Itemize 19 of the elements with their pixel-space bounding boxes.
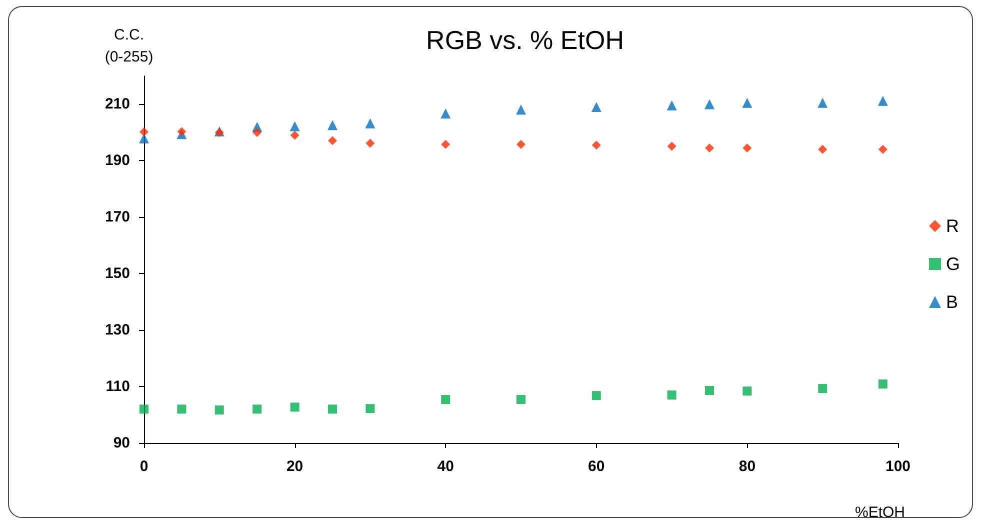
y-tick-label: 210 [104, 96, 130, 113]
y-tick-label: 130 [104, 322, 130, 339]
legend-label: G [946, 254, 960, 274]
legend-label: B [946, 292, 958, 312]
x-tick-label: 0 [140, 458, 148, 475]
y-tick-label: 170 [104, 208, 130, 226]
x-tick-label: 60 [588, 458, 605, 475]
chart-title: RGB vs. % EtOH [426, 25, 624, 55]
x-tick-label: 80 [738, 458, 756, 475]
y-tick-label: 110 [106, 378, 130, 396]
y-tick-label: 90 [113, 434, 130, 452]
y-tick-label: 150 [104, 265, 130, 282]
y-tick-label: 190 [104, 152, 130, 170]
y-axis-title: C.C. (0-255) [104, 26, 154, 66]
x-axis-title: %EtOH [854, 504, 906, 521]
legend-label: R [946, 216, 959, 236]
x-tick-label: 40 [437, 458, 454, 475]
x-tick-label: 100 [885, 458, 911, 475]
x-tick-label: 20 [286, 458, 304, 475]
